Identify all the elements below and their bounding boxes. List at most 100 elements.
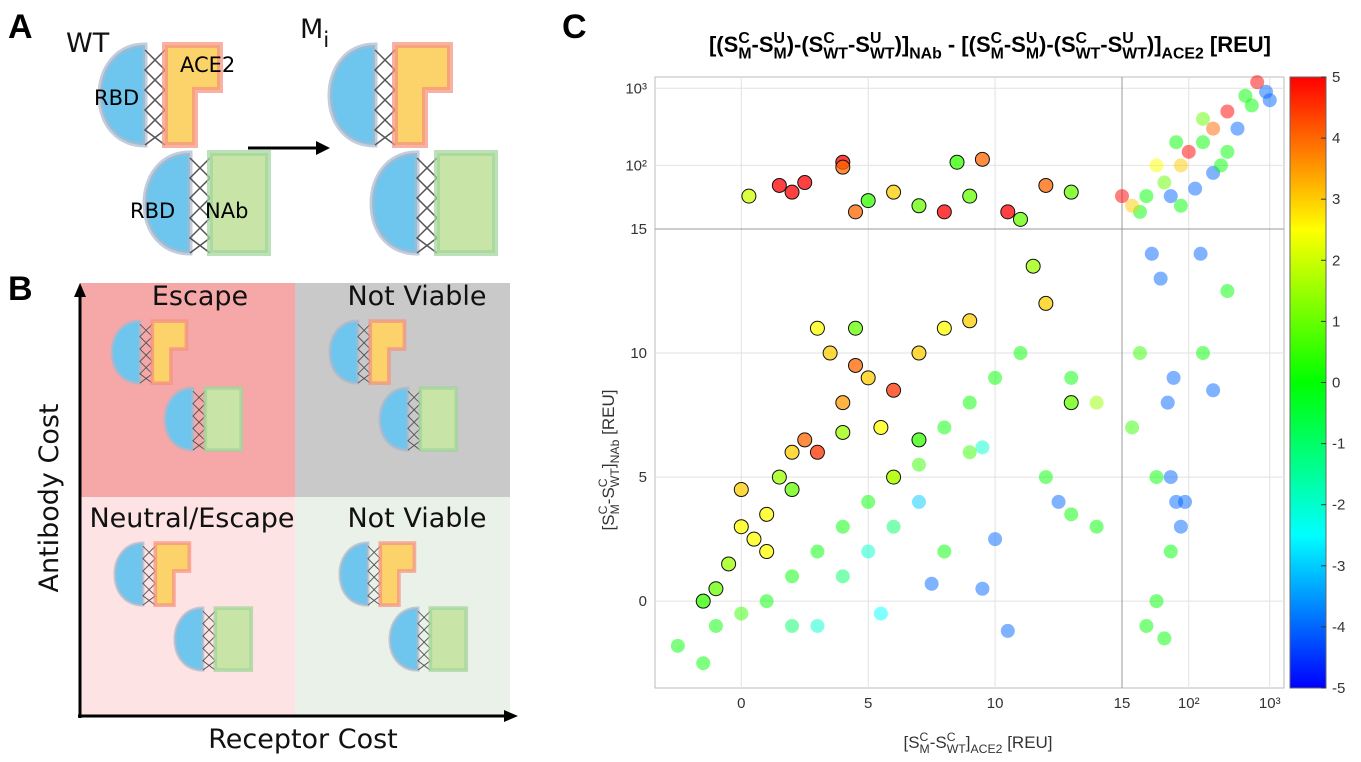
text-part: U [870, 30, 881, 47]
text-part: ACE2 [971, 742, 1003, 756]
quadrant-label: Not Viable [347, 503, 486, 534]
data-point [848, 320, 864, 336]
data-point [975, 440, 990, 455]
text-part: WT [870, 46, 895, 63]
data-point [733, 519, 749, 535]
text-part: M [920, 742, 930, 756]
plot-area: 0 5 10 15 10² 10³ 0 5 10 15 10² 10³ [625, 75, 1285, 712]
data-point [936, 204, 952, 220]
text-part: NAb [909, 46, 942, 63]
data-point [708, 581, 724, 597]
data-point [1188, 181, 1203, 196]
data-point [924, 576, 939, 591]
data-point [848, 357, 864, 373]
data-point [1250, 75, 1265, 90]
x-tick-label: 10² [1178, 695, 1200, 712]
data-point [1166, 370, 1181, 385]
text-part: WT [823, 46, 848, 63]
ace2-complex [330, 45, 450, 145]
text-part: C [738, 30, 749, 47]
data-point [988, 370, 1003, 385]
data-point [1012, 211, 1028, 227]
data-point [1064, 370, 1079, 385]
colorbar-tick-label: 1 [1332, 313, 1340, 330]
data-point [937, 544, 952, 559]
data-point [1038, 295, 1054, 311]
data-point [1173, 158, 1188, 173]
data-point [1220, 284, 1235, 299]
data-point [1220, 144, 1235, 159]
data-point [1259, 84, 1274, 99]
text-part: -S [930, 733, 947, 752]
colorbar-tick-label: 5 [1332, 69, 1340, 86]
data-point [962, 395, 977, 410]
nab-complex [372, 153, 495, 253]
data-point [861, 494, 876, 509]
panel-letter: B [8, 270, 33, 308]
data-point [962, 445, 977, 460]
quadrant-label: Not Viable [347, 281, 486, 312]
data-point [670, 638, 685, 653]
data-point [784, 482, 800, 498]
text-part: - [(S [942, 32, 991, 57]
data-point [1025, 258, 1041, 274]
text-part: U [1122, 30, 1133, 47]
data-point [1089, 519, 1104, 534]
y-axis-label: Antibody Cost [34, 403, 65, 592]
data-point [1000, 623, 1015, 638]
data-point [1173, 198, 1188, 213]
text-part: -S [1004, 32, 1026, 57]
data-point [835, 569, 850, 584]
data-point [1213, 158, 1228, 173]
data-point [1163, 189, 1178, 204]
arrow-head [504, 710, 518, 722]
chart-title: [(SC M-SU M)-(SC WT-SU WT)]NAb - [(SC M-SU M)-… [709, 30, 1271, 63]
text-part: C [947, 730, 956, 744]
data-point [696, 656, 711, 671]
colorbar-tick-label: 2 [1332, 252, 1340, 269]
data-point [1089, 395, 1104, 410]
data-point [785, 618, 800, 633]
colorbar-tick-label: -2 [1332, 497, 1345, 514]
x-axis-label: [SC M-SC WT]ACE2 [REU] [903, 730, 1052, 756]
data-point [1013, 346, 1028, 361]
rbd-label: RBD [94, 86, 139, 110]
quadrant-label: Escape [152, 281, 248, 312]
x-tick-label: 15 [1114, 695, 1131, 712]
x-tick-label: 0 [737, 695, 745, 712]
data-point [733, 482, 749, 498]
data-point [1063, 184, 1079, 200]
data-point [1144, 246, 1159, 261]
data-point [962, 313, 978, 329]
panel-a: A WT Mi ACE2 RBD RBD NAb [8, 8, 495, 253]
data-point [861, 544, 876, 559]
data-point [1230, 121, 1245, 136]
data-point [886, 184, 902, 200]
data-point [1220, 104, 1235, 119]
data-point [1163, 470, 1178, 485]
text-part: C [920, 730, 929, 744]
text-part: i [323, 28, 329, 53]
text-part: C [596, 478, 610, 487]
data-point [771, 177, 787, 193]
data-point [734, 606, 749, 621]
wt-label: WT [66, 28, 110, 59]
y-tick-label: 15 [630, 221, 647, 238]
data-point [911, 494, 926, 509]
text-part: )] [1147, 32, 1162, 57]
data-point [1160, 395, 1175, 410]
text-part: ACE2 [1162, 46, 1204, 63]
panel-letter: A [8, 8, 33, 46]
data-point [937, 420, 952, 435]
text-part: U [1026, 30, 1037, 47]
text-part: [REU] [1204, 32, 1271, 57]
text-part: [S [903, 733, 919, 752]
data-point [810, 544, 825, 559]
data-point [759, 506, 775, 522]
data-point [1132, 346, 1147, 361]
data-point [835, 159, 851, 175]
data-point [1115, 189, 1129, 204]
data-point [721, 556, 737, 572]
text-part: [REU] [1002, 733, 1052, 752]
